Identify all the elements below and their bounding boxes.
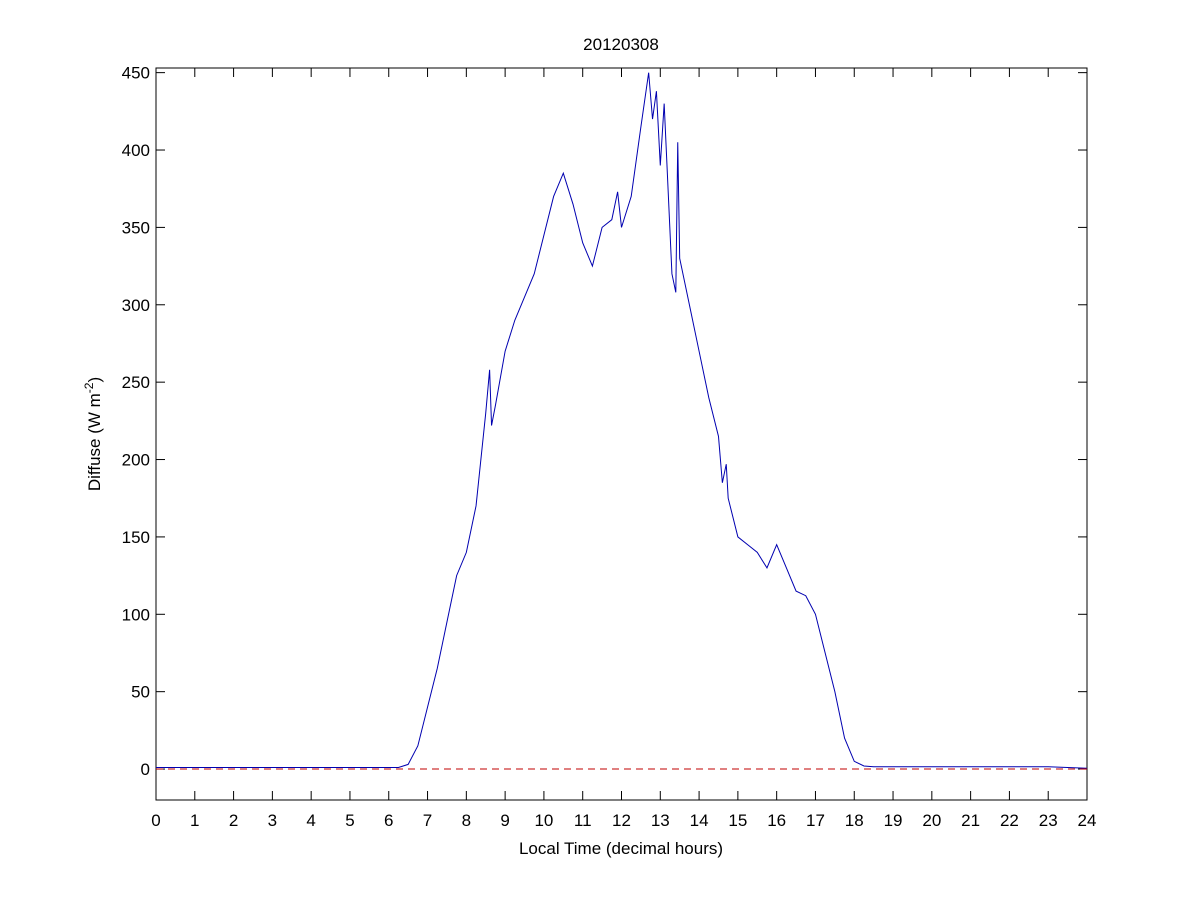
y-label-sup: -2 [82, 382, 96, 393]
y-label-end: ) [85, 377, 104, 383]
y-tick-label: 250 [122, 373, 150, 392]
x-tick-label: 21 [961, 811, 980, 830]
x-tick-label: 5 [345, 811, 354, 830]
y-axis-label: Diffuse (W m-2) [82, 377, 104, 491]
x-tick-label: 7 [423, 811, 432, 830]
y-label-main: Diffuse (W m [85, 393, 104, 491]
x-tick-label: 3 [268, 811, 277, 830]
x-tick-label: 1 [190, 811, 199, 830]
y-tick-label: 400 [122, 141, 150, 160]
x-tick-label: 18 [845, 811, 864, 830]
chart-title: 20120308 [583, 35, 659, 54]
x-tick-label: 4 [306, 811, 315, 830]
y-tick-label: 450 [122, 64, 150, 83]
x-tick-label: 15 [728, 811, 747, 830]
x-tick-label: 2 [229, 811, 238, 830]
x-tick-label: 13 [651, 811, 670, 830]
x-tick-label: 17 [806, 811, 825, 830]
x-tick-label: 6 [384, 811, 393, 830]
x-axis-label: Local Time (decimal hours) [519, 839, 723, 858]
x-tick-label: 12 [612, 811, 631, 830]
data-line [156, 72, 1088, 769]
y-tick-label: 0 [141, 760, 150, 779]
x-tick-label: 11 [574, 811, 592, 830]
plot-frame [155, 67, 1088, 801]
y-tick-label: 50 [131, 683, 150, 702]
x-tick-label: 9 [500, 811, 509, 830]
y-tick-label: 100 [122, 605, 150, 624]
x-tick-label: 19 [884, 811, 903, 830]
x-tick-label: 24 [1078, 811, 1097, 830]
x-tick-label: 14 [690, 811, 709, 830]
x-tick-label: 8 [462, 811, 471, 830]
y-tick-label: 300 [122, 296, 150, 315]
y-tick-label: 200 [122, 451, 150, 470]
x-tick-label: 22 [1000, 811, 1019, 830]
y-tick-label: 350 [122, 218, 150, 237]
x-tick-label: 20 [922, 811, 941, 830]
y-tick-label: 150 [122, 528, 150, 547]
x-tick-label: 0 [151, 811, 160, 830]
x-tick-label: 23 [1039, 811, 1058, 830]
x-tick-label: 16 [767, 811, 786, 830]
x-tick-label: 10 [534, 811, 553, 830]
